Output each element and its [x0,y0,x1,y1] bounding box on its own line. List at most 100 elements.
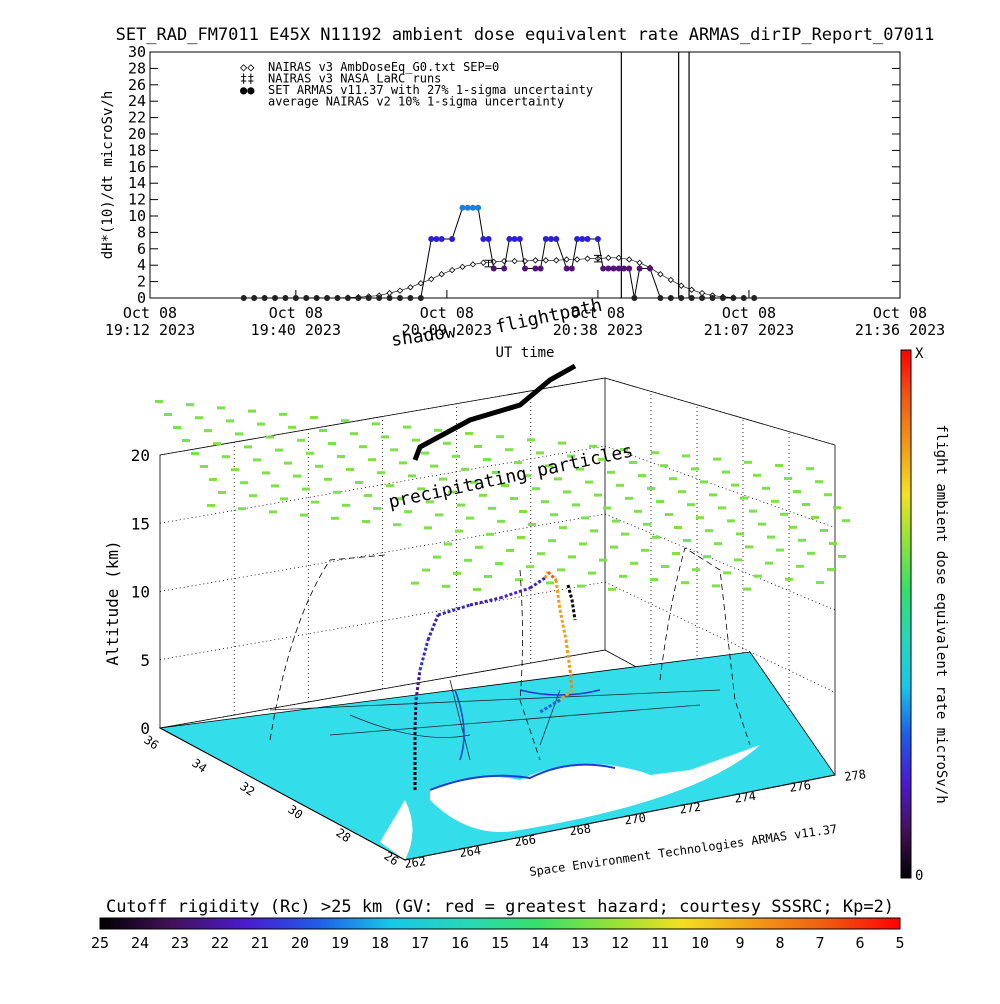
set-armas-point [365,295,372,301]
precip-particle [288,425,296,429]
precip-particle [765,561,773,565]
altitude-tick-label: 5 [140,651,150,670]
set-armas-point [647,265,653,272]
precip-particle [328,442,336,445]
precip-particle [191,452,199,455]
rigidity-tick-label: 25 [91,934,109,952]
set-armas-point [615,265,622,272]
precip-particle [390,448,398,452]
precip-particle [731,483,739,487]
precip-particle [718,506,726,510]
precip-particle [576,467,584,471]
precip-particle [231,468,239,472]
precip-particle [554,477,562,481]
set-armas-point [292,295,299,301]
rivers [454,689,601,761]
precip-particle [324,477,332,481]
set-armas-point [449,235,456,242]
altitude-tick-label: 10 [131,583,150,602]
grid-line-right [604,445,836,528]
nairas-v3-point [511,257,518,265]
y-tick-label: 16 [128,158,146,176]
precip-particle [253,458,261,462]
precip-particle [550,513,558,517]
precip-particle [785,577,793,581]
y-tick-label: 18 [128,141,146,159]
gulf-coast-water [430,745,760,832]
flightpath-descent-dark [566,584,577,621]
set-armas-point [313,295,320,301]
precip-particle [532,487,540,491]
rigidity-tick-label: 8 [775,934,784,952]
precip-particle [421,451,429,455]
precip-particle [430,464,438,468]
lon-tick-label: 270 [623,811,646,828]
shadow-projection-center [519,569,541,761]
y-tick-label: 10 [128,207,146,225]
precip-particle [829,542,837,545]
precip-particle [796,564,804,568]
precip-particle [722,470,730,474]
nairas-v3-point [438,271,445,278]
lon-tick-label: 262 [403,854,426,871]
set-armas-point [261,295,268,301]
precip-particle [434,428,442,432]
rigidity-tick-label: 12 [611,934,629,952]
set-armas-point [620,265,627,272]
precip-particle [235,432,243,436]
precip-particle [603,506,611,510]
lat-tick-label: 26 [381,849,401,869]
set-armas-point [568,265,575,272]
nairas-v3-point [573,256,581,263]
rigidity-tick-label: 13 [571,934,589,952]
x-tick-label-date: Oct 08 [420,304,474,322]
precip-particle [630,561,638,565]
precip-particle [620,448,628,451]
x-axis-label: UT time [495,345,554,361]
precip-particle [798,538,806,542]
precip-particle [470,480,478,484]
precip-particle [182,439,190,442]
precipitating-particles-label: precipitating particles [387,441,635,513]
set-armas-point [516,235,523,242]
precip-particle [218,491,226,494]
precip-particle [517,536,525,539]
nairas-v3-point [480,259,487,266]
precip-particle [275,448,283,452]
altitude-tick-label: 20 [131,446,150,465]
x-tick-label-date: Oct 08 [722,304,776,322]
precip-particle [333,490,341,494]
shadow-projection-left [269,554,386,741]
precip-particle [545,464,553,468]
precip-particle [475,545,483,549]
precip-particle [514,461,522,465]
flightpath-segment [564,639,572,671]
set-armas-point [469,204,476,211]
precip-particle [443,441,451,445]
precip-particle [793,490,801,493]
precip-particle [619,574,627,578]
set-armas-point [542,235,549,242]
x-tick-label-date: Oct 08 [269,304,323,322]
precip-particle [692,568,700,572]
timeseries-title: SET_RAD_FM7011 E45X N11192 ambient dose … [116,25,935,45]
precip-particle [373,507,381,510]
precip-particle [572,503,580,507]
precip-particle [426,500,434,504]
set-armas-point [688,295,695,301]
lon-tick-label: 264 [458,843,481,860]
nairas-v3-point [626,256,633,263]
precip-particle [683,539,691,542]
front-edge-left [159,727,406,861]
lon-tick-label: 266 [513,832,536,849]
set-armas-point [344,295,351,301]
precip-particle [433,555,441,559]
y-tick-label: 8 [137,223,146,241]
y-tick-label: 30 [128,43,146,61]
precip-particle [359,445,367,449]
precip-particle [579,542,587,546]
precip-particle [745,545,753,549]
rigidity-tick-label: 7 [815,934,824,952]
timeseries-legend: ◇◇ NAIRAS v3 AmbDoseEq_G0.txt SEP=0 ‡‡ NAIR… [240,60,593,109]
precip-particle [577,584,585,588]
